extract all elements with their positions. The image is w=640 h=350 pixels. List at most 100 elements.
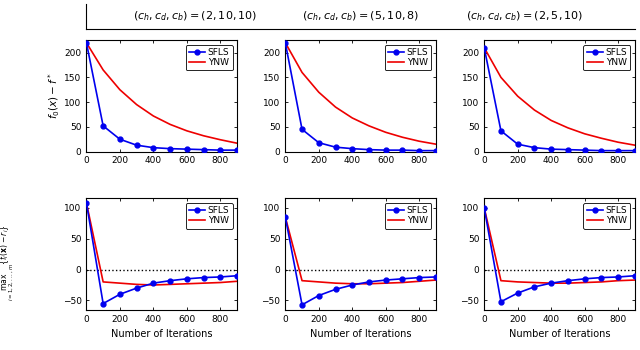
- SFLS: [116, 292, 124, 296]
- SFLS: [432, 148, 440, 153]
- X-axis label: Number of Iterations: Number of Iterations: [111, 329, 212, 339]
- SFLS: [99, 124, 107, 128]
- SFLS: [481, 205, 488, 210]
- YNW: [399, 135, 406, 139]
- Text: $(c_h, c_d, c_b) = (5, 10, 8)$: $(c_h, c_d, c_b) = (5, 10, 8)$: [301, 9, 419, 22]
- YNW: [99, 280, 107, 284]
- YNW: [614, 279, 622, 283]
- SFLS: [298, 303, 306, 307]
- X-axis label: Number of Iterations: Number of Iterations: [310, 329, 412, 339]
- YNW: [598, 280, 605, 284]
- YNW: [497, 279, 505, 283]
- YNW: [614, 140, 622, 144]
- SFLS: [531, 285, 538, 289]
- YNW: [116, 281, 124, 285]
- SFLS: [348, 147, 356, 151]
- YNW: [332, 105, 339, 109]
- YNW: [315, 280, 323, 284]
- SFLS: [531, 146, 538, 150]
- YNW: [166, 282, 174, 287]
- SFLS: [183, 147, 191, 151]
- SFLS: [631, 148, 639, 153]
- Legend: SFLS, YNW: SFLS, YNW: [186, 45, 232, 70]
- Line: YNW: YNW: [285, 217, 436, 284]
- SFLS: [332, 145, 339, 149]
- SFLS: [166, 147, 174, 151]
- SFLS: [631, 274, 639, 278]
- Text: $(c_h, c_d, c_b) = (2, 5, 10)$: $(c_h, c_d, c_b) = (2, 5, 10)$: [466, 9, 584, 22]
- Line: SFLS: SFLS: [482, 45, 637, 153]
- YNW: [183, 282, 191, 286]
- Line: YNW: YNW: [86, 203, 237, 285]
- YNW: [150, 283, 157, 287]
- Line: SFLS: SFLS: [84, 40, 239, 153]
- SFLS: [432, 275, 440, 279]
- SFLS: [481, 46, 488, 50]
- SFLS: [183, 277, 191, 281]
- SFLS: [150, 146, 157, 150]
- YNW: [581, 280, 589, 285]
- SFLS: [598, 275, 605, 280]
- Legend: SFLS, YNW: SFLS, YNW: [385, 45, 431, 70]
- SFLS: [116, 137, 124, 141]
- SFLS: [233, 274, 241, 278]
- YNW: [432, 142, 440, 146]
- Legend: SFLS, YNW: SFLS, YNW: [385, 203, 431, 229]
- YNW: [298, 70, 306, 75]
- SFLS: [282, 41, 289, 45]
- Text: $(c_h, c_d, c_b) = (2, 10, 10)$: $(c_h, c_d, c_b) = (2, 10, 10)$: [133, 9, 257, 22]
- YNW: [415, 279, 423, 284]
- YNW: [514, 94, 522, 98]
- SFLS: [166, 279, 174, 283]
- YNW: [365, 282, 373, 286]
- Line: SFLS: SFLS: [482, 205, 637, 304]
- YNW: [116, 88, 124, 92]
- YNW: [481, 205, 488, 210]
- YNW: [332, 281, 339, 285]
- SFLS: [564, 279, 572, 283]
- SFLS: [497, 129, 505, 133]
- YNW: [581, 132, 589, 136]
- SFLS: [415, 275, 423, 280]
- Line: SFLS: SFLS: [283, 215, 438, 307]
- YNW: [514, 280, 522, 284]
- SFLS: [83, 201, 90, 205]
- YNW: [282, 41, 289, 45]
- SFLS: [581, 148, 589, 152]
- Line: YNW: YNW: [484, 208, 635, 283]
- YNW: [547, 281, 555, 285]
- SFLS: [415, 148, 423, 153]
- SFLS: [365, 280, 373, 284]
- YNW: [399, 280, 406, 285]
- YNW: [531, 108, 538, 112]
- Line: SFLS: SFLS: [283, 40, 438, 153]
- SFLS: [382, 148, 390, 152]
- YNW: [631, 278, 639, 282]
- YNW: [216, 138, 224, 142]
- SFLS: [514, 291, 522, 295]
- SFLS: [399, 277, 406, 281]
- SFLS: [200, 148, 207, 152]
- SFLS: [99, 301, 107, 306]
- SFLS: [564, 148, 572, 152]
- SFLS: [282, 215, 289, 219]
- SFLS: [216, 275, 224, 279]
- SFLS: [547, 281, 555, 285]
- SFLS: [614, 148, 622, 153]
- YNW: [531, 280, 538, 285]
- YNW: [233, 279, 241, 284]
- SFLS: [614, 275, 622, 279]
- SFLS: [497, 300, 505, 304]
- SFLS: [132, 143, 140, 147]
- YNW: [547, 118, 555, 122]
- SFLS: [200, 275, 207, 280]
- YNW: [216, 280, 224, 285]
- YNW: [382, 130, 390, 134]
- SFLS: [382, 278, 390, 282]
- YNW: [99, 68, 107, 72]
- Legend: SFLS, YNW: SFLS, YNW: [584, 203, 630, 229]
- Y-axis label: $f_0(x) - f^*$: $f_0(x) - f^*$: [46, 72, 61, 119]
- YNW: [365, 124, 373, 128]
- SFLS: [233, 148, 241, 152]
- YNW: [564, 281, 572, 285]
